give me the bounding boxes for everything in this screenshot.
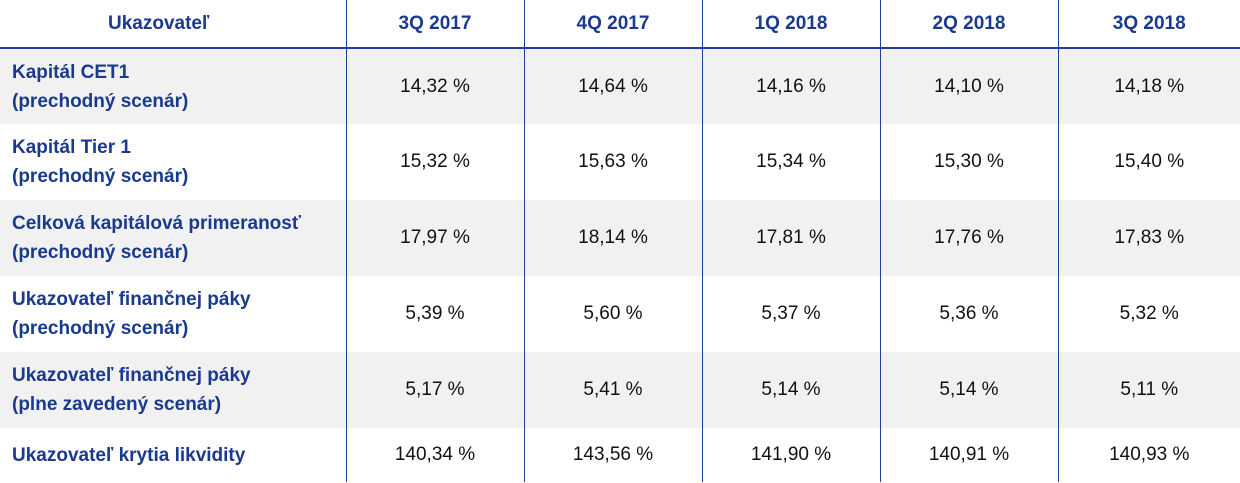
table-cell: 5,41 % xyxy=(523,352,702,428)
table-cell: 5,39 % xyxy=(345,276,524,352)
table-cell: 140,91 % xyxy=(879,428,1058,482)
table-cell: 14,18 % xyxy=(1057,48,1240,124)
row-label-line: Ukazovateľ finančnej páky xyxy=(12,365,251,386)
table-cell: 143,56 % xyxy=(523,428,702,482)
row-label-line: (plne zavedený scenár) xyxy=(12,394,222,415)
table-cell: 17,97 % xyxy=(345,200,524,276)
row-label: Kapitál Tier 1 (prechodný scenár) xyxy=(0,124,346,200)
column-header-3q-2018: 3Q 2018 xyxy=(1057,0,1240,49)
column-header-2q-2018: 2Q 2018 xyxy=(879,0,1058,49)
row-label: Kapitál CET1 (prechodný scenár) xyxy=(0,48,346,124)
table-cell: 5,14 % xyxy=(701,352,880,428)
table-cell: 18,14 % xyxy=(523,200,702,276)
table-cell: 17,83 % xyxy=(1057,200,1240,276)
table-cell: 14,32 % xyxy=(345,48,524,124)
table-cell: 5,60 % xyxy=(523,276,702,352)
row-label-line: Kapitál Tier 1 xyxy=(12,137,131,158)
header-row: Ukazovateľ 3Q 2017 4Q 2017 1Q 2018 2Q 20… xyxy=(0,0,1240,49)
row-label-line: (prechodný scenár) xyxy=(12,90,189,112)
table-cell: 141,90 % xyxy=(701,428,880,482)
column-header-3q-2017: 3Q 2017 xyxy=(345,0,524,49)
table-cell: 5,32 % xyxy=(1057,276,1240,352)
table-cell: 14,10 % xyxy=(879,48,1058,124)
table-cell: 17,81 % xyxy=(701,200,880,276)
table-cell: 140,93 % xyxy=(1057,428,1240,482)
row-label-line: Ukazovateľ finančnej páky xyxy=(12,289,251,310)
row-label: Ukazovateľ krytia likvidity xyxy=(0,428,346,482)
table-cell: 5,11 % xyxy=(1057,352,1240,428)
table-cell: 5,37 % xyxy=(701,276,880,352)
table-cell: 15,34 % xyxy=(701,124,880,200)
table-row: Ukazovateľ krytia likvidity 140,34 % 143… xyxy=(0,428,1240,482)
table-cell: 5,17 % xyxy=(345,352,524,428)
table-cell: 15,30 % xyxy=(879,124,1058,200)
table-cell: 15,40 % xyxy=(1057,124,1240,200)
table-cell: 5,14 % xyxy=(879,352,1058,428)
row-label: Ukazovateľ finančnej páky (plne zavedený… xyxy=(0,352,346,428)
table-cell: 15,32 % xyxy=(345,124,524,200)
table-cell: 14,16 % xyxy=(701,48,880,124)
row-label-line: Kapitál CET1 xyxy=(12,61,130,83)
table-row: Celková kapitálová primeranosť (prechodn… xyxy=(0,200,1240,276)
table-cell: 14,64 % xyxy=(523,48,702,124)
row-label-line: Ukazovateľ krytia likvidity xyxy=(12,444,246,466)
column-header-4q-2017: 4Q 2017 xyxy=(523,0,702,49)
row-label-line: (prechodný scenár) xyxy=(12,318,189,339)
table-row: Ukazovateľ finančnej páky (plne zavedený… xyxy=(0,352,1240,428)
row-label-line: (prechodný scenár) xyxy=(12,242,189,263)
table-row: Kapitál CET1 (prechodný scenár) 14,32 % … xyxy=(0,48,1240,124)
column-header-1q-2018: 1Q 2018 xyxy=(701,0,880,49)
column-header-indicator: Ukazovateľ xyxy=(0,0,346,49)
table-row: Ukazovateľ finančnej páky (prechodný sce… xyxy=(0,276,1240,352)
row-label-line: (prechodný scenár) xyxy=(12,166,189,187)
table-cell: 17,76 % xyxy=(879,200,1058,276)
table-cell: 140,34 % xyxy=(345,428,524,482)
table-cell: 5,36 % xyxy=(879,276,1058,352)
row-label: Ukazovateľ finančnej páky (prechodný sce… xyxy=(0,276,346,352)
table-row: Kapitál Tier 1 (prechodný scenár) 15,32 … xyxy=(0,124,1240,200)
row-label-line: Celková kapitálová primeranosť xyxy=(12,213,301,234)
row-label: Celková kapitálová primeranosť (prechodn… xyxy=(0,200,346,276)
table-cell: 15,63 % xyxy=(523,124,702,200)
